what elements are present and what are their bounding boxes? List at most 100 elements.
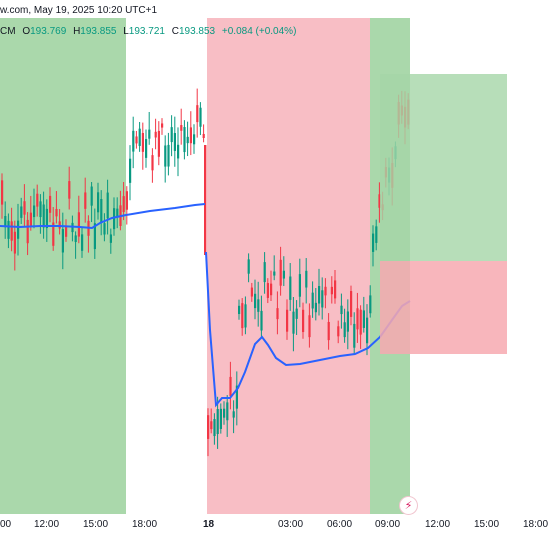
candle-body	[353, 323, 356, 348]
x-tick: 18:00	[132, 519, 157, 530]
candle-body	[266, 283, 269, 298]
candle-body	[343, 322, 346, 338]
candle-body	[292, 311, 295, 334]
candle-body	[129, 158, 132, 183]
candle-body	[45, 208, 48, 229]
candle-body	[372, 233, 375, 252]
stop-loss-zone	[380, 261, 507, 354]
ohlc-legend: CM O193.769 H193.855 L193.721 C193.853 +…	[0, 26, 296, 37]
moving-average-line	[0, 203, 206, 230]
x-tick: 12:00	[34, 519, 59, 530]
candle-body	[213, 419, 216, 437]
session-zone-red	[207, 18, 370, 514]
candle-body	[263, 262, 266, 283]
candle-body	[20, 206, 23, 218]
candle-body	[122, 196, 125, 213]
x-tick: 15:00	[83, 519, 108, 530]
candle-body	[219, 408, 222, 429]
candle-body	[356, 308, 359, 330]
candle-body	[97, 192, 100, 213]
candle-body	[125, 191, 128, 210]
candle-body	[311, 292, 314, 309]
high-value: 193.855	[80, 26, 117, 37]
candle-body	[199, 107, 202, 127]
candle-body	[302, 309, 305, 333]
candle-body	[327, 321, 330, 341]
x-tick: 09:00	[375, 519, 400, 530]
open-label: O	[22, 26, 30, 37]
close-value: 193.853	[179, 26, 216, 37]
lightning-icon-button[interactable]: ⚡	[400, 497, 417, 514]
take-profit-zone	[380, 74, 507, 261]
candle-body	[193, 134, 196, 145]
candle-body	[257, 299, 260, 312]
candle-body	[116, 208, 119, 217]
low-value: 193.721	[129, 26, 166, 37]
candle-body	[68, 181, 71, 199]
candle-body	[151, 155, 154, 171]
candle-body	[132, 130, 135, 152]
candle-body	[145, 139, 148, 158]
time-axis[interactable]: 00 12:00 15:00 18:00 18 03:00 06:00 09:0…	[0, 519, 548, 530]
change-value: +0.084 (+0.04%)	[222, 26, 297, 37]
candle-body	[42, 204, 45, 228]
high-label: H	[73, 26, 80, 37]
candle-body	[308, 315, 311, 338]
candle-body	[241, 303, 244, 329]
close-label: C	[172, 26, 179, 37]
candle-body	[196, 105, 199, 123]
candle-body	[173, 133, 176, 151]
candle-body	[33, 205, 36, 218]
x-tick: 12:00	[425, 519, 450, 530]
candle-body	[36, 193, 39, 207]
candle-body	[254, 293, 257, 309]
candle-body	[314, 302, 317, 313]
candle-body	[161, 123, 164, 128]
candle-body	[148, 129, 151, 139]
candle-body	[100, 199, 103, 223]
candle-body	[340, 305, 343, 315]
candle-body	[7, 220, 10, 239]
candle-body	[369, 295, 372, 314]
candle-body	[1, 180, 4, 205]
candle-body	[23, 201, 26, 215]
candle-body	[17, 220, 20, 239]
candle-body	[260, 310, 263, 331]
candle-body	[13, 231, 16, 254]
candle-body	[247, 259, 250, 274]
candle-body	[84, 192, 87, 209]
candle-body	[167, 144, 170, 167]
candle-body	[77, 212, 80, 237]
candle-body	[106, 192, 109, 219]
candle-body	[164, 145, 167, 167]
candle-body	[90, 186, 93, 206]
candle-body	[138, 128, 141, 146]
candle-body	[232, 411, 235, 418]
candle-body	[49, 195, 52, 213]
candle-body	[305, 270, 308, 288]
candle-body	[286, 309, 289, 332]
candle-body	[93, 223, 96, 250]
candle-body	[324, 286, 327, 296]
candle-body	[318, 286, 321, 304]
candle-body	[337, 326, 340, 337]
symbol-prefix: CM	[0, 26, 16, 37]
chart-source: w.com, May 19, 2025 10:20 UTC+1	[0, 5, 157, 16]
candle-body	[135, 136, 138, 144]
candle-body	[226, 402, 229, 421]
candle-body	[250, 287, 253, 297]
candle-body	[52, 222, 55, 246]
candle-body	[180, 125, 183, 131]
candle-body	[378, 194, 381, 208]
candle-body	[346, 311, 349, 332]
candle-body	[10, 221, 13, 241]
candle-body	[321, 290, 324, 308]
candle-body	[58, 221, 61, 229]
candle-body	[375, 226, 378, 243]
candle-body	[330, 286, 333, 295]
candle-body	[238, 305, 241, 315]
candle-body	[26, 219, 29, 244]
candle-body	[223, 408, 226, 418]
